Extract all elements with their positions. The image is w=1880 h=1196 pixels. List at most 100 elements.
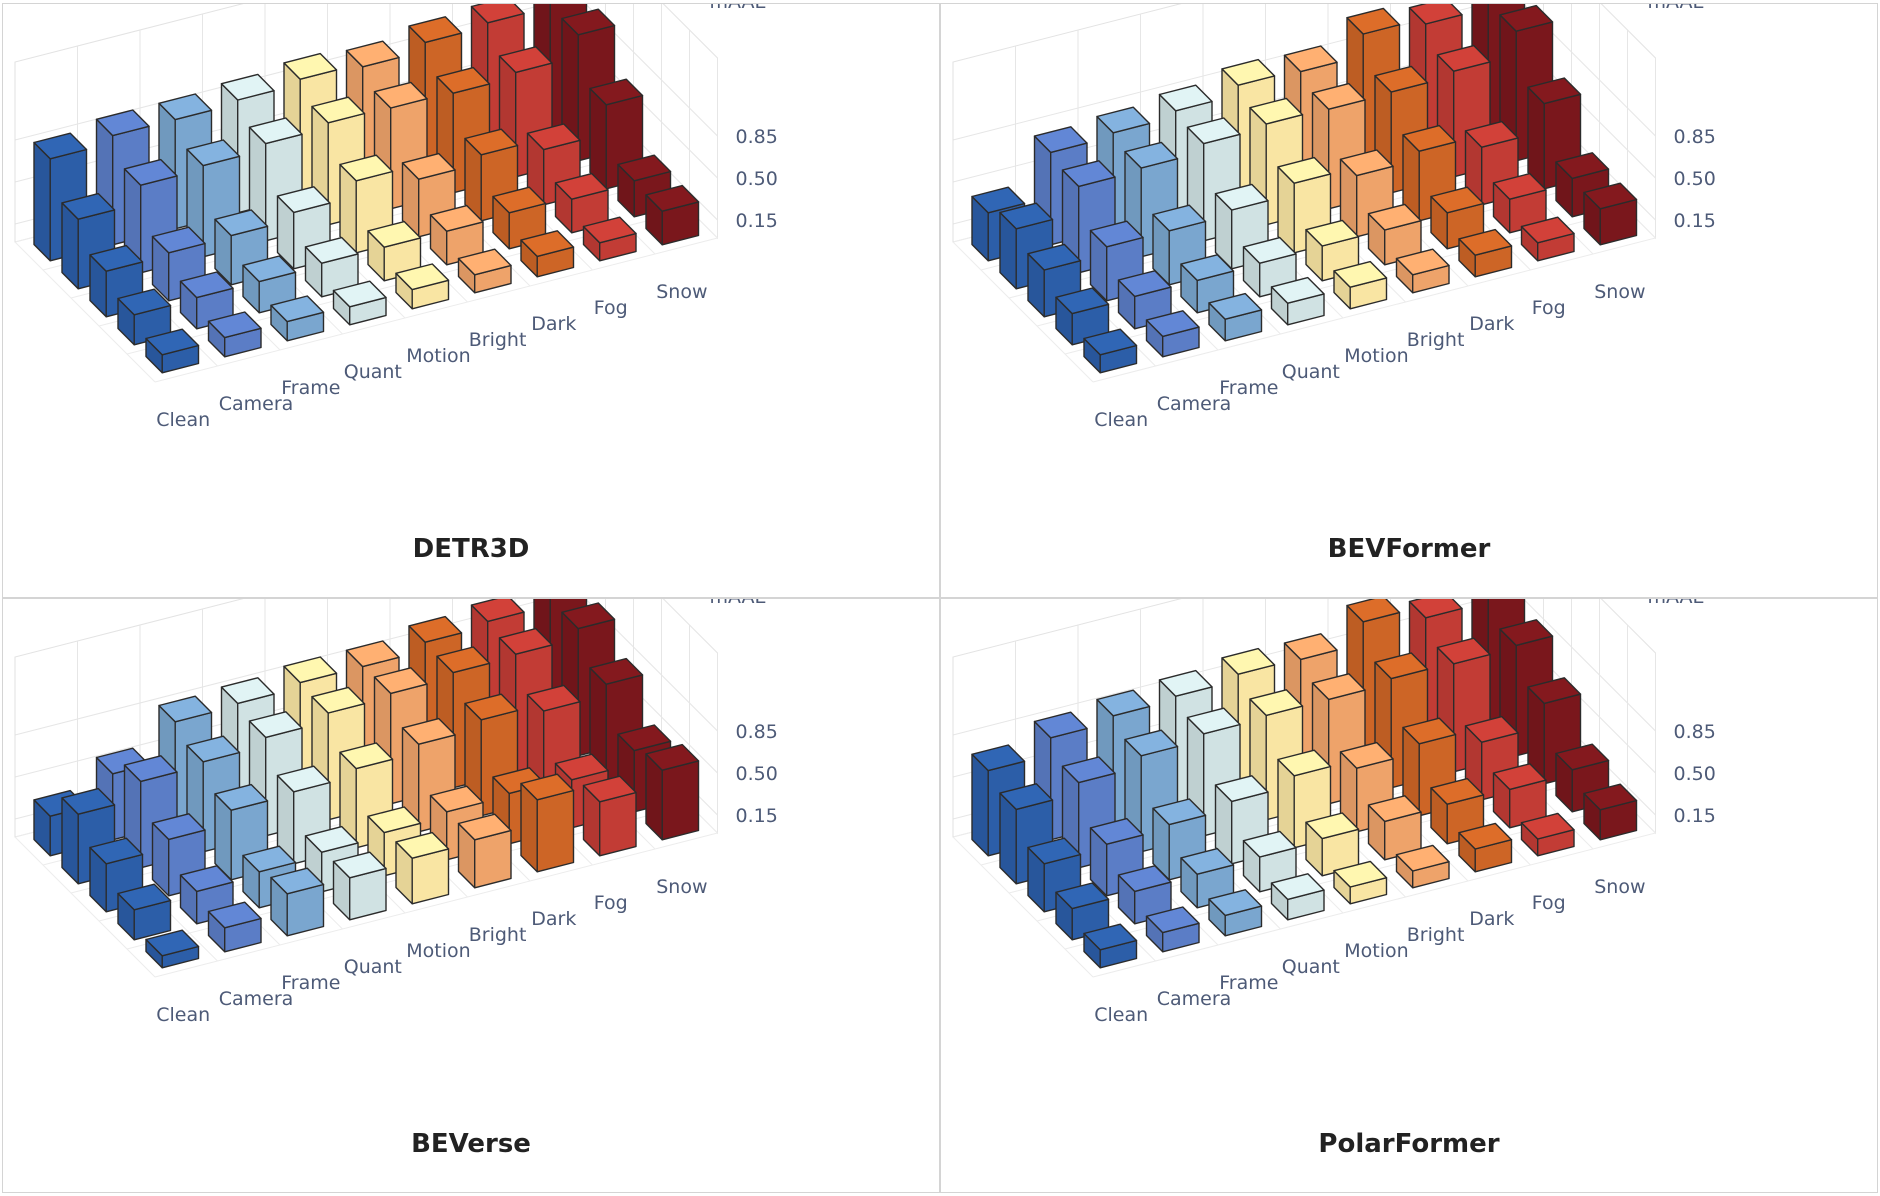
bar-top-face — [339, 154, 394, 182]
bar-top-face — [617, 154, 672, 182]
bar-top-face — [1083, 923, 1138, 951]
bar-top-face — [1152, 204, 1207, 232]
bar-top-face — [1145, 906, 1200, 934]
bar-top-face — [1555, 152, 1610, 180]
bar-bright-maoe — [1339, 149, 1394, 238]
bar-camera-maae — [1145, 906, 1200, 953]
bar-top-face — [1061, 160, 1116, 188]
bar-fog-mase — [554, 172, 609, 234]
bar-top-face — [1408, 599, 1463, 619]
bar-top-face — [971, 186, 1026, 214]
bar-top-face — [1464, 715, 1519, 743]
category-label-quant: Quant — [1282, 956, 1340, 978]
bar-top-face — [1055, 882, 1110, 910]
z-tick-label: 0.15 — [736, 210, 778, 232]
bar3d-chart-beverse: 0.15 0.50 0.85 mAAEmASEmAOEmATEmAVE Clean Cam… — [14, 599, 778, 1026]
bar-top-face — [311, 96, 366, 124]
metric-label-maae: mAAE — [1648, 599, 1705, 608]
category-label-frame: Frame — [281, 972, 340, 994]
z-tick-label: 0.15 — [1674, 805, 1716, 827]
z-tick-label: 0.85 — [1674, 721, 1716, 743]
chart-grid: 0.15 0.50 0.85 mAAEmASEmAOEmATEmAVE Clean Cam… — [2, 3, 1878, 1193]
bar-clean-mase — [117, 883, 172, 941]
bar-dark-maoe — [1402, 124, 1457, 222]
bar-frame-maae — [270, 295, 325, 342]
panel-title: DETR3D — [412, 534, 530, 564]
category-label-motion: Motion — [1344, 940, 1408, 962]
bar-dark-maae — [520, 230, 575, 278]
category-label-fog: Fog — [594, 297, 628, 319]
bar-clean-maae — [145, 929, 200, 969]
floor-gridline — [952, 241, 1094, 383]
bar-motion-maae — [395, 263, 450, 310]
bar-top-face — [186, 139, 241, 167]
bar-top-face — [270, 867, 325, 895]
bar3d-chart-detr3d: 0.15 0.50 0.85 mAAEmASEmAOEmATEmAVE Clean Cam… — [14, 4, 778, 431]
bar-top-face — [1270, 873, 1325, 901]
bar-bright-mase — [1367, 795, 1422, 861]
bar-top-face — [304, 236, 359, 264]
bar-top-face — [1055, 287, 1110, 315]
z-tick-label: 0.50 — [736, 168, 778, 190]
bar-top-face — [1367, 203, 1422, 231]
panel-title: PolarFormer — [1318, 1129, 1500, 1159]
bar-fog-maae — [1520, 216, 1575, 262]
bar-top-face — [1096, 689, 1151, 717]
bar-top-face — [1374, 65, 1429, 93]
category-label-camera: Camera — [219, 988, 294, 1010]
bar-frame-maoe — [1152, 204, 1207, 286]
bar-top-face — [429, 785, 484, 813]
category-label-bright: Bright — [469, 329, 527, 351]
bar-top-face — [1214, 775, 1269, 803]
bar-bright-maae — [457, 813, 512, 889]
bar-camera-maae — [1145, 310, 1200, 358]
bar-top-face — [1089, 817, 1144, 845]
bars — [33, 599, 700, 969]
bar-top-face — [89, 837, 144, 865]
bar-top-face — [1520, 216, 1575, 244]
bar-top-face — [395, 263, 450, 291]
bar-top-face — [999, 202, 1054, 230]
bar-dark-maae — [520, 773, 575, 873]
bar-top-face — [186, 735, 241, 763]
bar-top-face — [283, 52, 338, 80]
bar-top-face — [1395, 248, 1450, 276]
bar-top-face — [367, 220, 422, 248]
bar-top-face — [561, 602, 616, 630]
bar-snow-maae — [645, 184, 700, 246]
bar-top-face — [1027, 243, 1082, 271]
bar-dark-mase — [1430, 777, 1485, 845]
z-tick-label: 0.85 — [736, 126, 778, 148]
bar-top-face — [158, 93, 213, 121]
bar-quant-maae — [1270, 873, 1325, 921]
bar-top-face — [123, 158, 178, 186]
bar-top-face — [401, 152, 456, 180]
bar-top-face — [332, 851, 387, 879]
bar-top-face — [436, 66, 491, 94]
category-label-motion: Motion — [406, 345, 470, 367]
bar-top-face — [589, 657, 644, 685]
bar3d-chart-bevformer: 0.15 0.50 0.85 mAAEmASEmAOEmATEmAVE Clean Cam… — [952, 4, 1716, 431]
bar-top-face — [332, 280, 387, 308]
bar-quant-maae — [332, 851, 387, 921]
bar-top-face — [151, 226, 206, 254]
bar-top-face — [1555, 743, 1610, 771]
bar-snow-maae — [1583, 182, 1638, 246]
z-gridline — [952, 4, 1656, 141]
bar-top-face — [1527, 677, 1582, 705]
bar-front-face — [536, 789, 575, 873]
bar-top-face — [582, 775, 637, 803]
category-label-bright: Bright — [1407, 329, 1465, 351]
bar-top-face — [582, 216, 637, 244]
bar-top-face — [1333, 260, 1388, 288]
floor-gridline — [154, 832, 718, 978]
bar-top-face — [1242, 236, 1297, 264]
bar-top-face — [304, 825, 359, 853]
bar-motion-maoe — [339, 154, 394, 254]
bar-top-face — [1311, 82, 1366, 110]
bar-top-face — [1583, 783, 1638, 811]
bar-top-face — [1124, 141, 1179, 169]
bar-top-face — [470, 4, 525, 24]
